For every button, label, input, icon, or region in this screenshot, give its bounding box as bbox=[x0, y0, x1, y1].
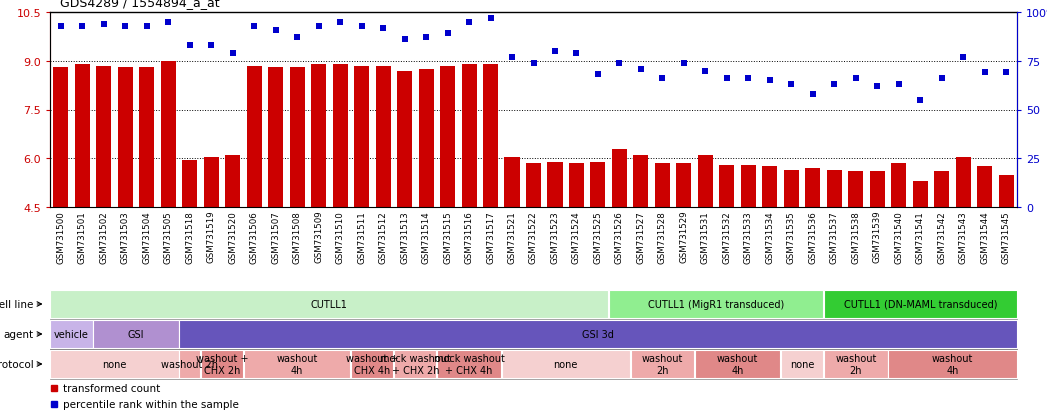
Bar bbox=[526, 164, 541, 207]
Text: GDS4289 / 1554894_a_at: GDS4289 / 1554894_a_at bbox=[61, 0, 220, 9]
Bar bbox=[74, 65, 90, 207]
Bar bbox=[633, 156, 648, 207]
Bar bbox=[913, 182, 928, 207]
Bar bbox=[160, 62, 176, 207]
Bar bbox=[117, 68, 133, 207]
Bar bbox=[438, 350, 500, 378]
Bar bbox=[179, 350, 200, 378]
Bar bbox=[548, 162, 562, 207]
Text: washout 2h: washout 2h bbox=[161, 359, 218, 369]
Text: washout
4h: washout 4h bbox=[276, 354, 318, 375]
Bar bbox=[376, 66, 391, 207]
Text: washout
2h: washout 2h bbox=[836, 354, 876, 375]
Bar bbox=[569, 164, 584, 207]
Bar bbox=[247, 66, 262, 207]
Bar bbox=[483, 65, 498, 207]
Bar bbox=[419, 70, 433, 207]
Bar bbox=[611, 149, 627, 207]
Bar bbox=[784, 170, 799, 207]
Bar bbox=[870, 172, 885, 207]
Bar bbox=[179, 320, 1017, 349]
Bar bbox=[630, 350, 694, 378]
Bar bbox=[655, 164, 670, 207]
Bar bbox=[440, 66, 455, 207]
Text: protocol: protocol bbox=[0, 359, 34, 369]
Text: mock washout
+ CHX 4h: mock washout + CHX 4h bbox=[433, 354, 505, 375]
Text: washout +
CHX 4h: washout + CHX 4h bbox=[347, 354, 399, 375]
Text: none: none bbox=[103, 359, 127, 369]
Bar bbox=[502, 350, 629, 378]
Bar bbox=[824, 350, 888, 378]
Bar bbox=[311, 65, 326, 207]
Bar bbox=[891, 164, 907, 207]
Bar bbox=[609, 290, 823, 318]
Bar bbox=[999, 175, 1013, 207]
Bar bbox=[139, 68, 154, 207]
Bar bbox=[719, 165, 734, 207]
Bar bbox=[762, 167, 778, 207]
Text: CUTLL1: CUTLL1 bbox=[311, 299, 348, 309]
Text: washout
4h: washout 4h bbox=[717, 354, 758, 375]
Bar bbox=[96, 66, 111, 207]
Bar bbox=[397, 71, 413, 207]
Bar bbox=[889, 350, 1017, 378]
Text: percentile rank within the sample: percentile rank within the sample bbox=[63, 399, 239, 409]
Bar bbox=[204, 157, 219, 207]
Text: GSI: GSI bbox=[128, 329, 144, 339]
Text: none: none bbox=[789, 359, 815, 369]
Bar bbox=[225, 156, 240, 207]
Bar bbox=[244, 350, 351, 378]
Bar bbox=[354, 66, 370, 207]
Bar bbox=[934, 172, 950, 207]
Bar bbox=[395, 350, 437, 378]
Text: mock washout
+ CHX 2h: mock washout + CHX 2h bbox=[380, 354, 451, 375]
Bar bbox=[977, 167, 993, 207]
Bar bbox=[781, 350, 823, 378]
Bar bbox=[462, 65, 476, 207]
Text: CUTLL1 (DN-MAML transduced): CUTLL1 (DN-MAML transduced) bbox=[844, 299, 997, 309]
Bar bbox=[182, 161, 197, 207]
Bar bbox=[93, 320, 178, 349]
Bar bbox=[53, 68, 68, 207]
Bar bbox=[50, 350, 178, 378]
Text: vehicle: vehicle bbox=[54, 329, 89, 339]
Text: transformed count: transformed count bbox=[63, 383, 160, 393]
Bar bbox=[741, 165, 756, 207]
Bar bbox=[824, 290, 1017, 318]
Bar bbox=[695, 350, 780, 378]
Bar bbox=[50, 320, 92, 349]
Bar bbox=[827, 170, 842, 207]
Bar bbox=[505, 157, 519, 207]
Text: cell line: cell line bbox=[0, 299, 34, 309]
Bar bbox=[591, 162, 605, 207]
Bar bbox=[50, 290, 608, 318]
Text: washout +
CHX 2h: washout + CHX 2h bbox=[196, 354, 248, 375]
Bar bbox=[268, 68, 283, 207]
Bar bbox=[848, 172, 864, 207]
Text: agent: agent bbox=[3, 329, 34, 339]
Bar bbox=[956, 157, 971, 207]
Text: CUTLL1 (MigR1 transduced): CUTLL1 (MigR1 transduced) bbox=[648, 299, 784, 309]
Bar bbox=[201, 350, 243, 378]
Bar bbox=[805, 169, 821, 207]
Text: washout
4h: washout 4h bbox=[932, 354, 974, 375]
Bar bbox=[698, 156, 713, 207]
Text: GSI 3d: GSI 3d bbox=[582, 329, 614, 339]
Bar bbox=[290, 68, 305, 207]
Bar bbox=[352, 350, 394, 378]
Bar bbox=[676, 164, 691, 207]
Text: none: none bbox=[554, 359, 578, 369]
Bar bbox=[333, 65, 348, 207]
Text: washout
2h: washout 2h bbox=[642, 354, 683, 375]
